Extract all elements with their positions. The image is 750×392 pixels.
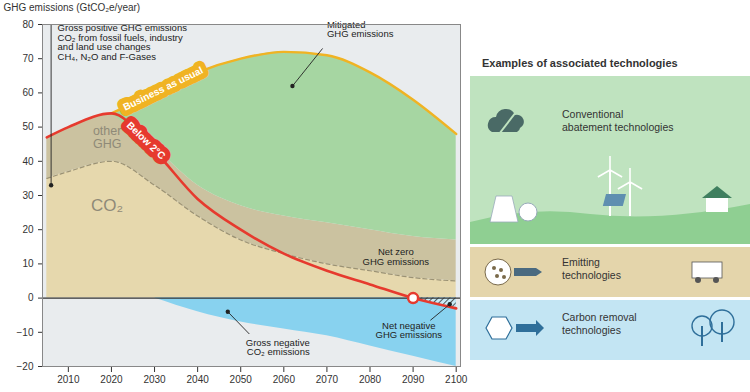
svg-text:Net zeroGHG emissions: Net zeroGHG emissions — [363, 246, 430, 267]
svg-text:Examples of associated technol: Examples of associated technologies — [482, 57, 678, 69]
svg-text:20: 20 — [22, 224, 34, 235]
svg-text:40: 40 — [22, 156, 34, 167]
svg-text:Emittingtechnologies: Emittingtechnologies — [562, 256, 621, 281]
svg-text:2090: 2090 — [402, 374, 425, 385]
svg-text:2030: 2030 — [143, 374, 166, 385]
svg-text:2050: 2050 — [230, 374, 253, 385]
svg-text:Below 2°C: Below 2°C — [125, 120, 168, 162]
svg-text:Gross negativeCO₂ emissions: Gross negativeCO₂ emissions — [246, 337, 310, 358]
svg-text:Carbon removaltechnologies: Carbon removaltechnologies — [562, 311, 637, 336]
svg-text:80: 80 — [22, 19, 34, 30]
svg-text:GHG emissions (GtCO₂e/year): GHG emissions (GtCO₂e/year) — [4, 2, 141, 13]
svg-text:Net negativeGHG emissions: Net negativeGHG emissions — [376, 320, 443, 341]
svg-text:otherGHG: otherGHG — [93, 124, 122, 151]
svg-text:10: 10 — [22, 258, 34, 269]
svg-text:MitigatedGHG emissions: MitigatedGHG emissions — [327, 19, 394, 39]
svg-text:Gross positive GHG emissionsCO: Gross positive GHG emissionsCO₂ from fos… — [58, 22, 188, 62]
svg-text:2060: 2060 — [273, 374, 296, 385]
svg-text:50: 50 — [22, 121, 34, 132]
svg-text:CO₂: CO₂ — [91, 196, 123, 215]
svg-text:2010: 2010 — [57, 374, 80, 385]
svg-text:2020: 2020 — [100, 374, 123, 385]
svg-text:2080: 2080 — [359, 374, 382, 385]
svg-text:2070: 2070 — [316, 374, 339, 385]
svg-text:60: 60 — [22, 87, 34, 98]
svg-text:−10: −10 — [17, 327, 34, 338]
svg-text:Conventionalabatement technolo: Conventionalabatement technologies — [562, 108, 674, 133]
svg-text:Business as usual: Business as usual — [121, 64, 204, 112]
svg-text:0: 0 — [28, 292, 34, 303]
svg-text:2040: 2040 — [187, 374, 210, 385]
svg-text:30: 30 — [22, 190, 34, 201]
svg-text:70: 70 — [22, 53, 34, 64]
svg-text:2100: 2100 — [445, 374, 468, 385]
svg-text:−20: −20 — [17, 361, 34, 372]
